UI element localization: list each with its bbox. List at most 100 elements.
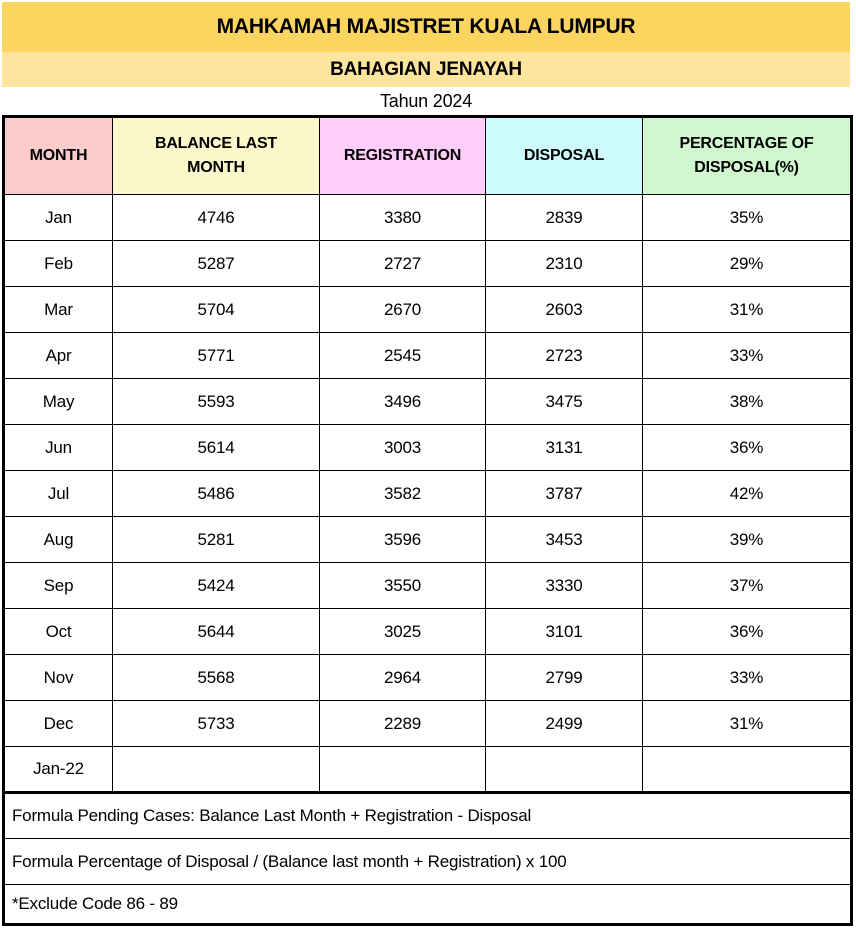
footnote-row: Formula Pending Cases: Balance Last Mont… (3, 791, 852, 839)
header-month: MONTH (3, 116, 113, 195)
table-row: Feb 5287 2727 2310 29% (3, 240, 852, 287)
table-row: Mar 5704 2670 2603 31% (3, 286, 852, 333)
cell-disposal (485, 746, 643, 793)
cell-disposal: 3787 (485, 470, 643, 517)
footnote-exclude-code: *Exclude Code 86 - 89 (3, 884, 852, 925)
cell-registration: 2727 (319, 240, 486, 287)
cell-percentage-of-disposal: 38% (642, 378, 852, 425)
footnote-percentage-formula: Formula Percentage of Disposal / (Balanc… (3, 838, 852, 885)
cell-balance-last-month: 5733 (112, 700, 320, 747)
cell-percentage-of-disposal: 31% (642, 700, 852, 747)
table-row: Sep 5424 3550 3330 37% (3, 562, 852, 609)
cell-registration: 3596 (319, 516, 486, 563)
cell-percentage-of-disposal: 33% (642, 654, 852, 701)
cell-disposal: 3101 (485, 608, 643, 655)
cell-month: Jan-22 (3, 746, 113, 793)
subtitle-band: BAHAGIAN JENAYAH (2, 52, 850, 87)
cell-balance-last-month: 5568 (112, 654, 320, 701)
footnote-pending-cases: Formula Pending Cases: Balance Last Mont… (3, 791, 852, 839)
cell-balance-last-month: 5486 (112, 470, 320, 517)
cell-disposal: 2839 (485, 194, 643, 241)
cell-registration: 2964 (319, 654, 486, 701)
cell-registration: 3380 (319, 194, 486, 241)
cell-month: Jan (3, 194, 113, 241)
cell-percentage-of-disposal: 33% (642, 332, 852, 379)
table-row: Aug 5281 3596 3453 39% (3, 516, 852, 563)
cell-balance-last-month: 5281 (112, 516, 320, 563)
cell-registration: 3496 (319, 378, 486, 425)
cell-balance-last-month: 5771 (112, 332, 320, 379)
cell-percentage-of-disposal: 36% (642, 424, 852, 471)
cell-balance-last-month: 5704 (112, 286, 320, 333)
cell-balance-last-month: 5287 (112, 240, 320, 287)
cell-disposal: 2799 (485, 654, 643, 701)
cell-month: Nov (3, 654, 113, 701)
cell-balance-last-month: 5644 (112, 608, 320, 655)
table-row: Jun 5614 3003 3131 36% (3, 424, 852, 471)
header-percentage-of-disposal: PERCENTAGE OF DISPOSAL(%) (642, 116, 852, 195)
year-band: Tahun 2024 (2, 87, 850, 115)
table-header-row: MONTH BALANCE LAST MONTH REGISTRATION DI… (3, 116, 852, 195)
cell-registration: 3582 (319, 470, 486, 517)
cell-balance-last-month (112, 746, 320, 793)
table-row: Oct 5644 3025 3101 36% (3, 608, 852, 655)
table-row: Nov 5568 2964 2799 33% (3, 654, 852, 701)
cell-disposal: 3453 (485, 516, 643, 563)
header-registration-label: REGISTRATION (343, 147, 462, 164)
table-footnotes: Formula Pending Cases: Balance Last Mont… (3, 791, 852, 925)
cell-balance-last-month: 5614 (112, 424, 320, 471)
cases-summary-table: MONTH BALANCE LAST MONTH REGISTRATION DI… (2, 115, 853, 926)
page-subtitle: BAHAGIAN JENAYAH (330, 58, 522, 80)
table-row: Apr 5771 2545 2723 33% (3, 332, 852, 379)
cell-percentage-of-disposal: 39% (642, 516, 852, 563)
table-row: Dec 5733 2289 2499 31% (3, 700, 852, 747)
header-percentage-label: PERCENTAGE OF DISPOSAL(%) (679, 135, 814, 176)
cell-disposal: 2310 (485, 240, 643, 287)
footnote-row: Formula Percentage of Disposal / (Balanc… (3, 838, 852, 885)
cell-percentage-of-disposal: 35% (642, 194, 852, 241)
cell-registration: 3025 (319, 608, 486, 655)
cell-percentage-of-disposal: 36% (642, 608, 852, 655)
table-row: Jan-22 (3, 746, 852, 793)
header-registration: REGISTRATION (319, 116, 486, 195)
cell-month: Mar (3, 286, 113, 333)
cell-percentage-of-disposal: 31% (642, 286, 852, 333)
cell-percentage-of-disposal (642, 746, 852, 793)
cell-registration: 2545 (319, 332, 486, 379)
table-row: Jul 5486 3582 3787 42% (3, 470, 852, 517)
cell-percentage-of-disposal: 42% (642, 470, 852, 517)
title-band: MAHKAMAH MAJISTRET KUALA LUMPUR (2, 2, 850, 52)
cell-month: Jun (3, 424, 113, 471)
cell-registration (319, 746, 486, 793)
table-row: May 5593 3496 3475 38% (3, 378, 852, 425)
cell-disposal: 3330 (485, 562, 643, 609)
cell-month: Aug (3, 516, 113, 563)
header-disposal: DISPOSAL (485, 116, 643, 195)
footnote-row: *Exclude Code 86 - 89 (3, 884, 852, 925)
cell-month: May (3, 378, 113, 425)
cell-month: Dec (3, 700, 113, 747)
cell-registration: 2289 (319, 700, 486, 747)
year-label: Tahun 2024 (379, 90, 473, 111)
cell-registration: 2670 (319, 286, 486, 333)
header-balance-last-month: BALANCE LAST MONTH (112, 116, 320, 195)
header-month-label: MONTH (29, 147, 88, 164)
cell-disposal: 3131 (485, 424, 643, 471)
cell-disposal: 2499 (485, 700, 643, 747)
cell-balance-last-month: 5424 (112, 562, 320, 609)
table-body: Jan 4746 3380 2839 35% Feb 5287 2727 2310 29% Mar 5… (3, 194, 852, 793)
table-row: Jan 4746 3380 2839 35% (3, 194, 852, 241)
cell-month: Oct (3, 608, 113, 655)
cell-month: Jul (3, 470, 113, 517)
cell-balance-last-month: 4746 (112, 194, 320, 241)
cell-disposal: 2603 (485, 286, 643, 333)
cell-month: Apr (3, 332, 113, 379)
cell-registration: 3550 (319, 562, 486, 609)
cell-percentage-of-disposal: 37% (642, 562, 852, 609)
cell-registration: 3003 (319, 424, 486, 471)
cell-disposal: 3475 (485, 378, 643, 425)
header-disposal-label: DISPOSAL (523, 147, 605, 164)
cell-balance-last-month: 5593 (112, 378, 320, 425)
